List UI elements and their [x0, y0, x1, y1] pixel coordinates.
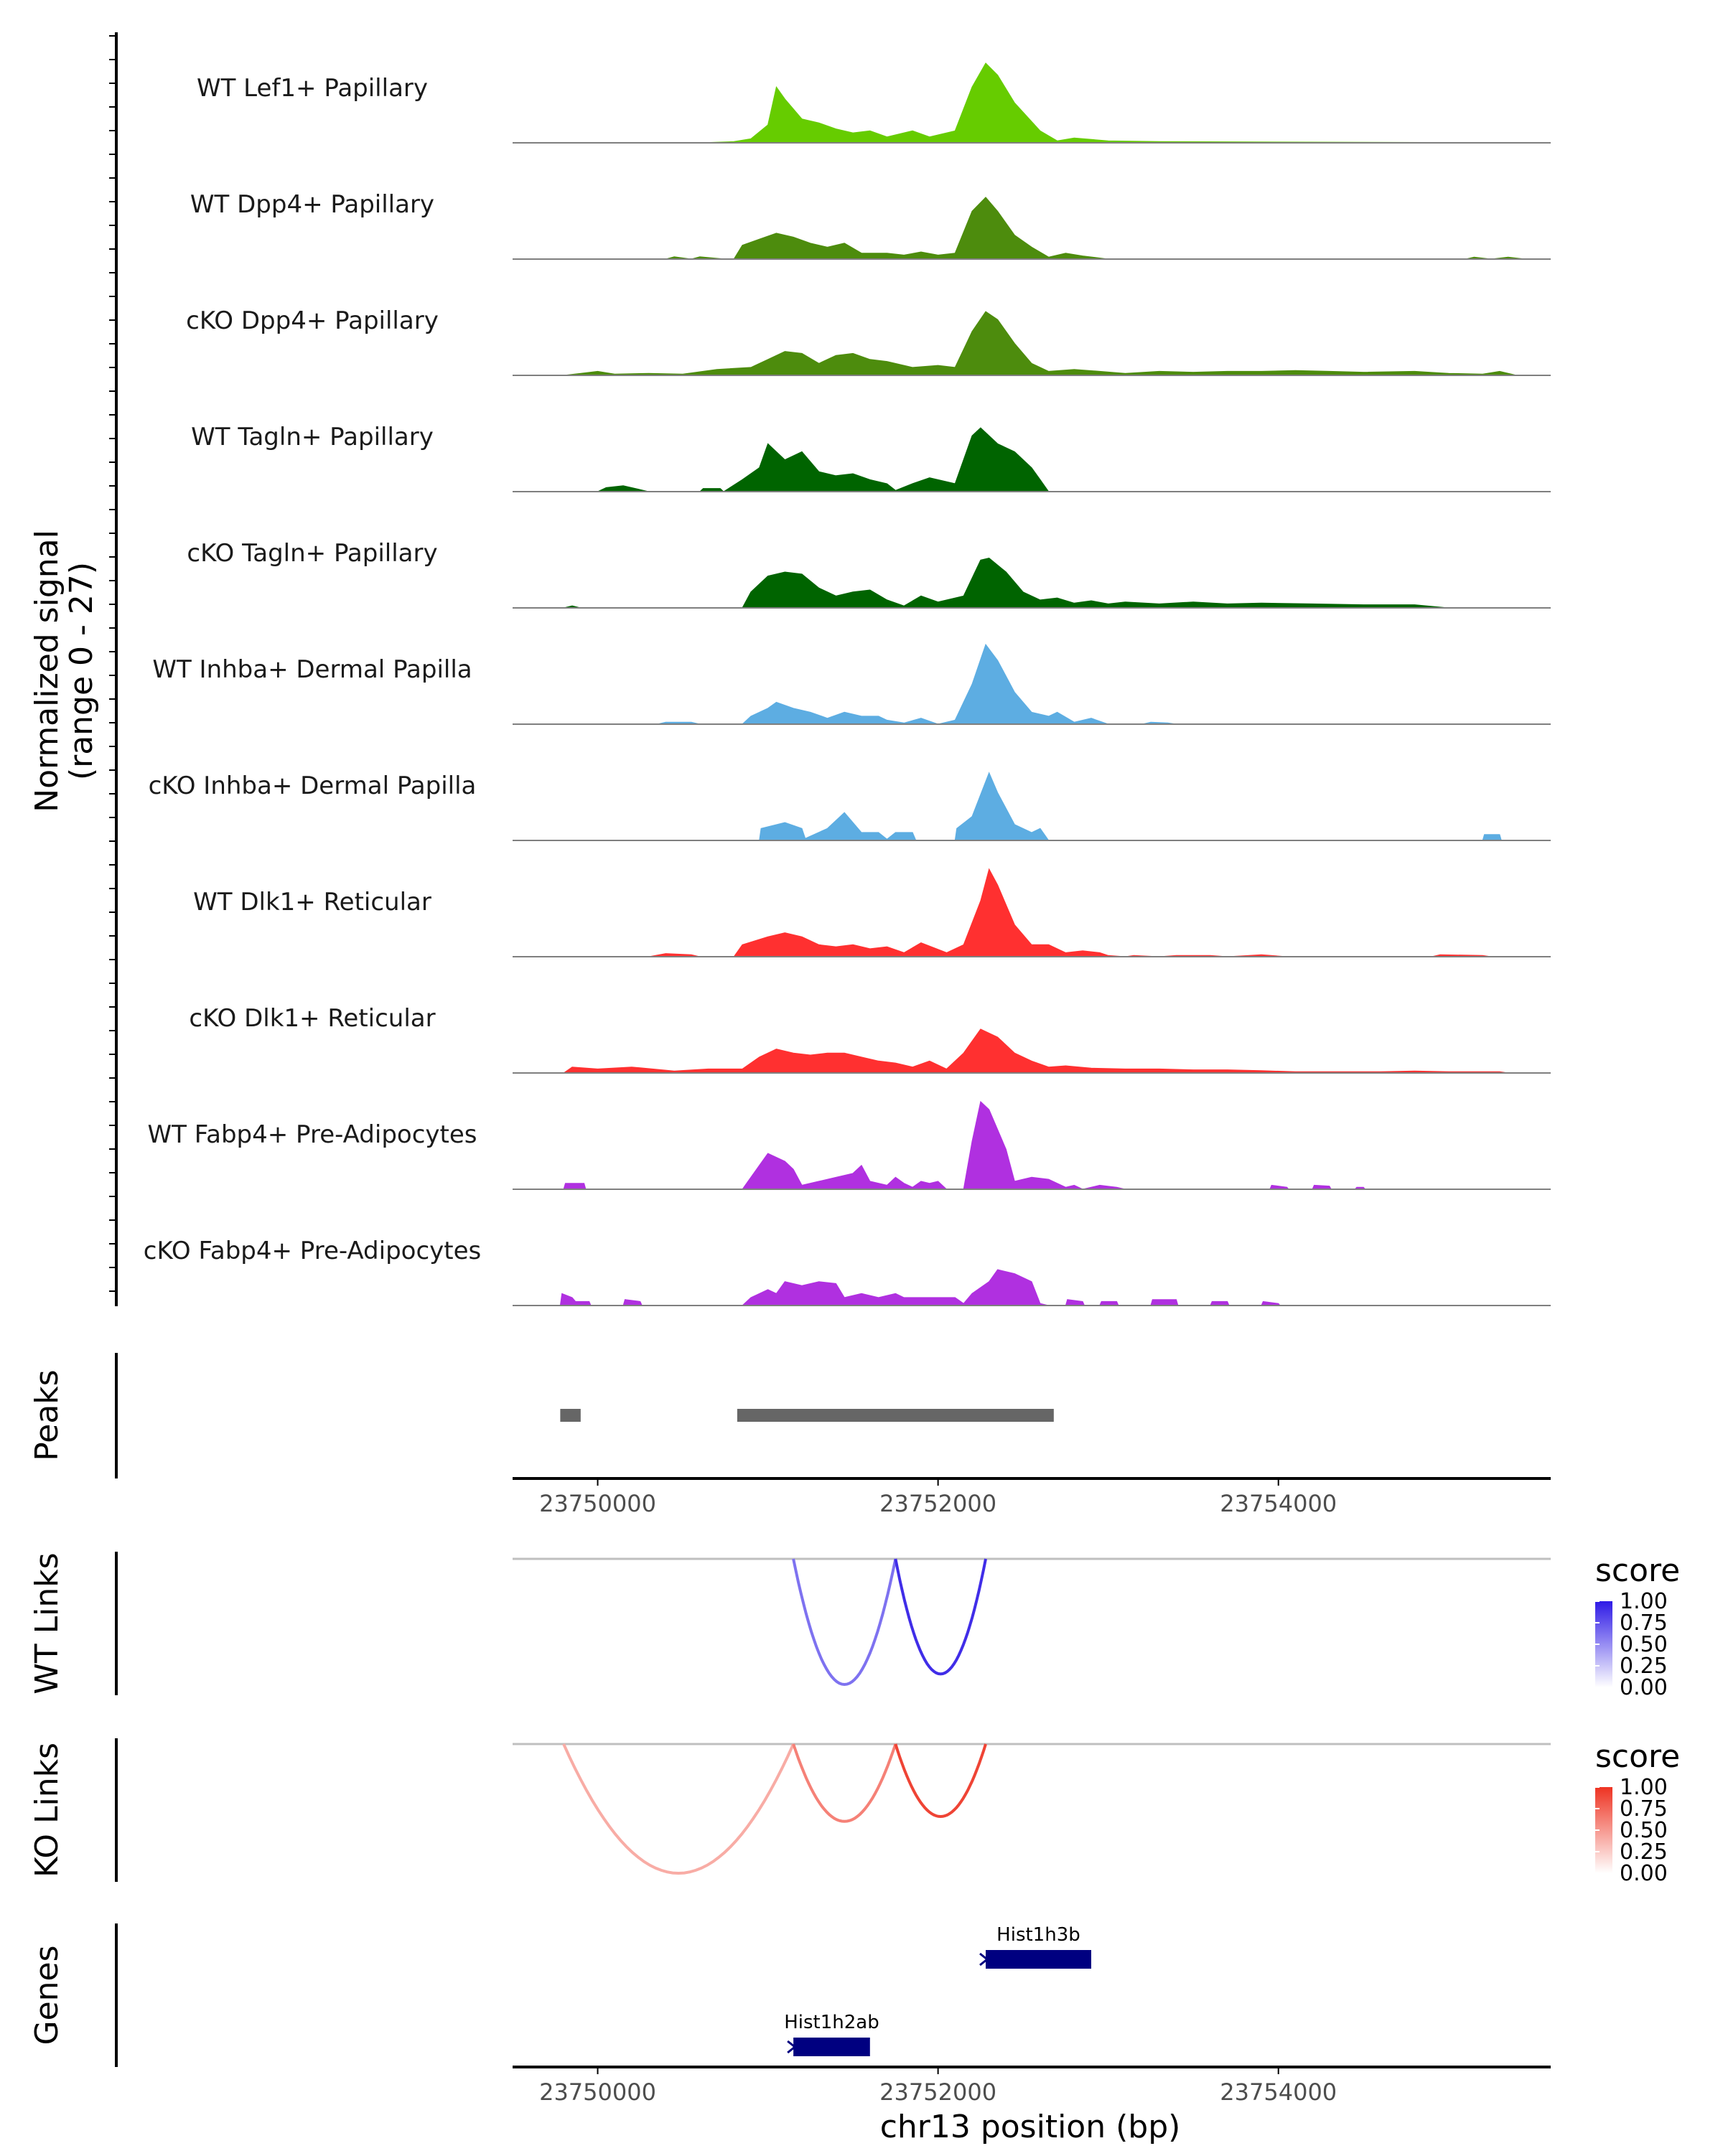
coverage-track: cKO Dpp4+ Papillary	[186, 306, 1551, 376]
legend-tick-label: 1.00	[1620, 1589, 1668, 1614]
track-label: cKO Fabp4+ Pre-Adipocytes	[144, 1237, 482, 1265]
coverage-area	[513, 1100, 1551, 1190]
coverage-track: cKO Tagln+ Papillary	[187, 539, 1551, 609]
coverage-area	[513, 868, 1551, 957]
position-tick-label: 23750000	[539, 1490, 656, 1517]
coverage-area	[513, 62, 1551, 144]
coverage-track: WT Dlk1+ Reticular	[193, 868, 1551, 957]
track-label: WT Dlk1+ Reticular	[193, 888, 431, 917]
coverage-track: cKO Dlk1+ Reticular	[189, 1004, 1551, 1074]
position-tick-label: 23754000	[1220, 2078, 1337, 2106]
coverage-y-axis-subtitle: (range 0 - 27)	[63, 562, 100, 780]
gene-label: Hist1h2ab	[784, 2012, 879, 2033]
coverage-area	[513, 558, 1551, 609]
link-arc	[562, 1743, 795, 1875]
coverage-area	[513, 643, 1551, 725]
track-label: WT Inhba+ Dermal Papilla	[152, 655, 472, 684]
track-label: WT Lef1+ Papillary	[197, 74, 428, 103]
legend-title: score	[1595, 1738, 1680, 1775]
legend-tick-label: 0.00	[1620, 1675, 1668, 1700]
peak-region	[560, 1409, 581, 1422]
legend-tick-label: 0.25	[1620, 1654, 1668, 1679]
coverage-area	[513, 1269, 1551, 1306]
genes-track: Hist1h3b Hist1h2ab	[784, 1924, 1091, 2056]
position-axis-upper: 23750000 23752000 23754000	[513, 1477, 1551, 1517]
gene-body	[985, 1950, 1091, 1969]
coverage-area	[513, 427, 1551, 492]
link-arc	[792, 1558, 897, 1687]
legend-tick-label: 0.50	[1620, 1632, 1668, 1657]
legend-title: score	[1595, 1552, 1680, 1589]
link-arc	[894, 1743, 987, 1819]
coverage-track: WT Dpp4+ Papillary	[190, 190, 1551, 260]
coverage-area	[513, 772, 1551, 841]
track-label: WT Fabp4+ Pre-Adipocytes	[148, 1120, 477, 1149]
wt-links-track	[513, 1557, 1551, 1687]
ko-links-track	[513, 1743, 1551, 1875]
coverage-track: WT Inhba+ Dermal Papilla	[152, 643, 1551, 725]
ko-links-track-label: KO Links	[29, 1743, 65, 1878]
x-axis-title: chr13 position (bp)	[880, 2109, 1181, 2145]
legend-tick-label: 0.75	[1620, 1796, 1668, 1822]
coverage-tracks: WT Lef1+ Papillary WT Dpp4+ Papillary cKO …	[144, 62, 1551, 1306]
wt-links-track-label: WT Links	[29, 1552, 65, 1694]
coverage-track: cKO Fabp4+ Pre-Adipocytes	[144, 1237, 1551, 1306]
coverage-track: WT Lef1+ Papillary	[197, 62, 1551, 144]
legend-tick-label: 0.25	[1620, 1839, 1668, 1865]
gene-feature: Hist1h3b	[979, 1924, 1091, 1969]
track-label: cKO Dpp4+ Papillary	[186, 306, 439, 335]
legend-tick-label: 0.50	[1620, 1818, 1668, 1843]
coverage-track: WT Tagln+ Papillary	[191, 423, 1551, 492]
coverage-track: WT Fabp4+ Pre-Adipocytes	[148, 1100, 1551, 1190]
position-tick-label: 23750000	[539, 2078, 656, 2106]
gene-body	[793, 2038, 870, 2056]
track-label: cKO Dlk1+ Reticular	[189, 1004, 435, 1033]
strand-arrow-icon	[787, 2040, 797, 2054]
coverage-area	[513, 1028, 1551, 1074]
strand-arrow-icon	[979, 1952, 989, 1967]
coverage-y-axis-ticks	[109, 35, 116, 1292]
gene-label: Hist1h3b	[996, 1924, 1080, 1946]
coverage-y-axis-title: Normalized signal	[29, 530, 65, 812]
gene-feature: Hist1h2ab	[784, 2012, 879, 2056]
link-arc	[894, 1558, 987, 1676]
genes-track-label: Genes	[29, 1945, 65, 2045]
coverage-track: cKO Inhba+ Dermal Papilla	[149, 772, 1551, 841]
legend-tick-label: 0.00	[1620, 1861, 1668, 1886]
coverage-area	[513, 197, 1551, 260]
peaks-track	[560, 1409, 1054, 1422]
track-label: cKO Tagln+ Papillary	[187, 539, 437, 568]
position-tick-label: 23752000	[879, 1490, 996, 1517]
track-label: WT Tagln+ Papillary	[191, 423, 434, 451]
coverage-area	[513, 311, 1551, 376]
track-label: cKO Inhba+ Dermal Papilla	[149, 772, 477, 800]
peaks-track-label: Peaks	[29, 1369, 65, 1461]
link-arc	[792, 1743, 897, 1823]
position-axis-lower: 23750000 23752000 23754000	[513, 2066, 1551, 2106]
legend-tick-label: 0.75	[1620, 1611, 1668, 1636]
track-label: WT Dpp4+ Papillary	[190, 190, 434, 219]
position-tick-label: 23754000	[1220, 1490, 1337, 1517]
legend-tick-label: 1.00	[1620, 1775, 1668, 1800]
position-tick-label: 23752000	[879, 2078, 996, 2106]
peak-region	[737, 1409, 1054, 1422]
